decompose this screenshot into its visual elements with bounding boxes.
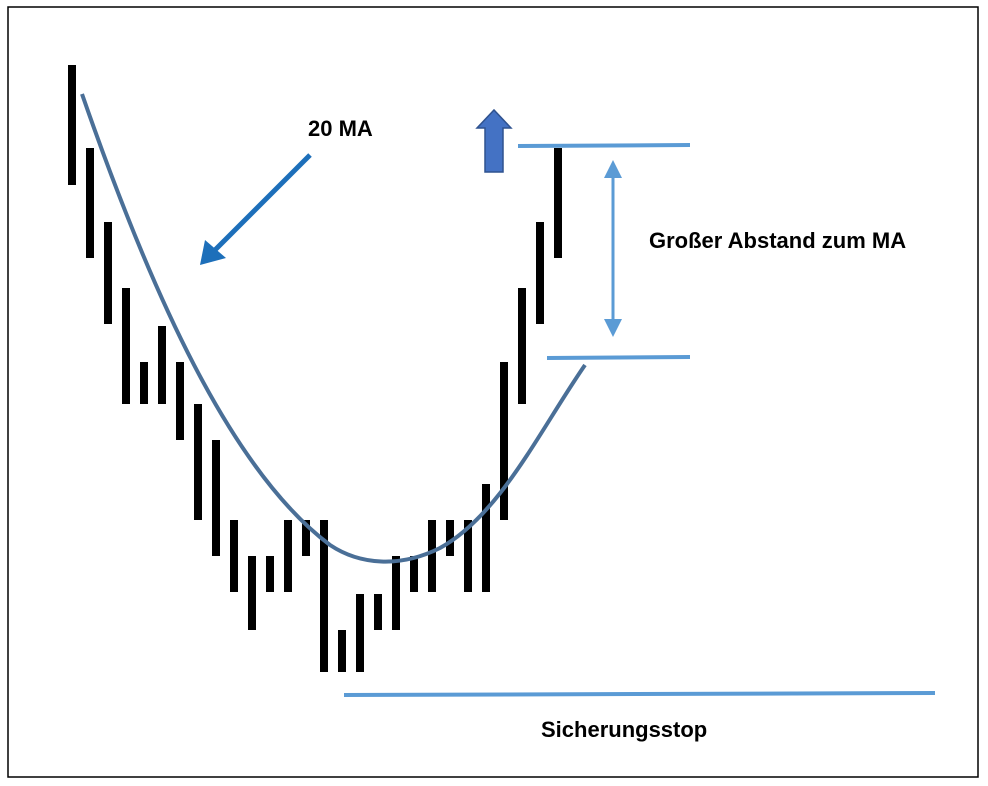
price-bars [68,65,562,672]
stop-label: Sicherungsstop [541,717,707,742]
up-arrow [475,108,513,173]
distance-label: Großer Abstand zum MA [649,228,906,253]
distance-arrow-top [604,160,622,178]
lower-line [546,355,691,360]
distance-arrow-bottom [604,319,622,337]
moving-average [80,93,587,564]
ma-pointer [208,153,312,257]
upper-line [517,143,691,148]
ma-label: 20 MA [308,116,373,141]
ma-pointer-head [200,240,226,265]
stop-line [343,691,936,697]
